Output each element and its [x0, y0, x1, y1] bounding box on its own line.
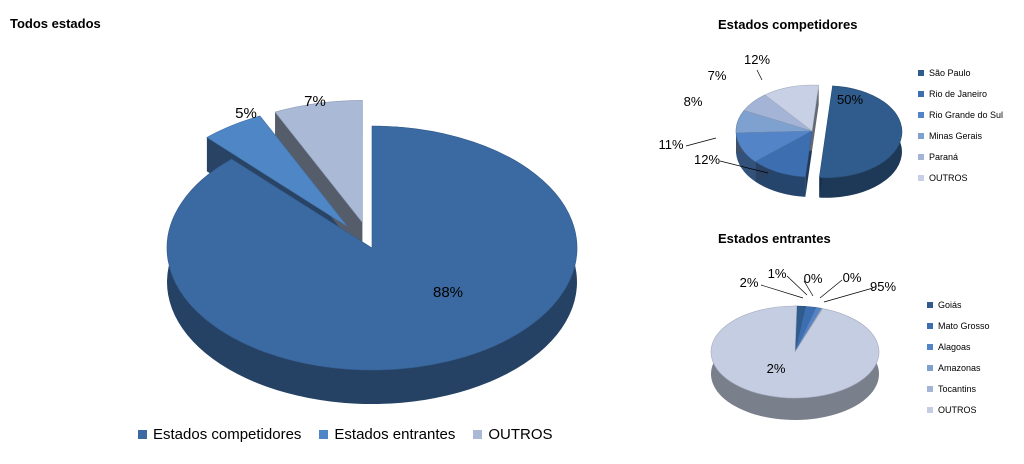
legend-item: Tocantins	[927, 378, 990, 399]
legend-item: OUTROS	[918, 167, 1003, 188]
pie-slice	[818, 85, 902, 179]
legend-swatch	[138, 430, 147, 439]
legend-label: Goiás	[938, 299, 962, 310]
legend-item: OUTROS	[927, 399, 990, 420]
leader-line	[756, 69, 763, 81]
legend-label: OUTROS	[938, 404, 977, 415]
legend-swatch	[927, 364, 933, 371]
legend-item: Estados entrantes	[319, 426, 455, 443]
data-label: 95%	[870, 279, 896, 294]
pie-slice	[710, 305, 880, 399]
legend-swatch	[473, 430, 483, 439]
chart-title-entrantes: Estados entrantes	[718, 231, 831, 246]
data-label: 0%	[843, 270, 862, 285]
chart-title-competidores: Estados competidores	[718, 17, 858, 32]
legend-swatch	[918, 132, 924, 139]
leader-line	[685, 137, 717, 147]
legend-item: Alagoas	[927, 336, 990, 357]
legend-swatch	[319, 430, 329, 439]
pie-slice	[206, 115, 348, 227]
data-label: 11%	[658, 137, 683, 152]
data-label: 7%	[304, 93, 326, 110]
pie-slice-side	[736, 132, 756, 182]
legend-entrantes: Goiás Mato Grosso Alagoas Amazonas Tocan…	[927, 294, 990, 420]
leader-line	[823, 287, 874, 303]
legend-label: Estados competidores	[153, 426, 302, 443]
data-label: 88%	[433, 284, 463, 301]
legend-label: Minas Gerais	[929, 130, 983, 141]
legend-todos: Estados competidores Estados entrantes O…	[138, 426, 553, 443]
chart-title-todos: Todos estados	[10, 16, 101, 31]
data-label: 2%	[740, 275, 759, 290]
pie-chart-0	[166, 100, 578, 404]
legend-label: OUTROS	[488, 426, 553, 443]
data-label: 0%	[804, 271, 823, 286]
pie-slice-face	[812, 85, 819, 151]
legend-swatch	[918, 90, 924, 97]
data-label: 7%	[708, 68, 727, 83]
legend-competidores: São Paulo Rio de Janeiro Rio Grande do S…	[918, 62, 1003, 188]
leader-line	[819, 279, 843, 299]
legend-swatch	[927, 343, 933, 350]
legend-item: São Paulo	[918, 62, 1003, 83]
legend-item: Rio de Janeiro	[918, 83, 1003, 104]
legend-swatch	[918, 174, 924, 181]
legend-item: Estados competidores	[138, 426, 301, 443]
legend-item: Minas Gerais	[918, 125, 1003, 146]
leader-line	[786, 275, 808, 296]
legend-swatch	[918, 69, 924, 76]
data-label: 12%	[694, 152, 720, 167]
legend-label: Estados entrantes	[334, 426, 456, 443]
legend-item: OUTROS	[473, 426, 553, 443]
data-label: 1%	[768, 266, 787, 281]
leader-line	[803, 280, 814, 297]
pie-chart-2	[710, 305, 880, 421]
legend-label: Paraná	[929, 151, 959, 162]
legend-label: OUTROS	[929, 172, 968, 183]
legend-swatch	[927, 301, 933, 308]
pie-chart-1	[735, 84, 902, 198]
legend-item: Paraná	[918, 146, 1003, 167]
legend-swatch	[927, 385, 933, 392]
pie-slice	[166, 125, 578, 371]
pie-slice	[274, 100, 363, 224]
leader-line	[719, 160, 769, 174]
data-label: 50%	[837, 92, 863, 107]
legend-item: Mato Grosso	[927, 315, 990, 336]
legend-swatch	[927, 322, 933, 329]
data-label: 2%	[767, 361, 786, 376]
legend-label: Amazonas	[938, 362, 981, 373]
legend-label: Tocantins	[938, 383, 977, 394]
legend-item: Amazonas	[927, 357, 990, 378]
leader-line	[760, 284, 804, 299]
legend-swatch	[918, 153, 924, 160]
legend-label: Rio de Janeiro	[929, 88, 988, 99]
data-label: 8%	[684, 94, 703, 109]
legend-swatch	[918, 111, 924, 118]
legend-swatch	[927, 406, 933, 413]
legend-label: São Paulo	[929, 67, 971, 78]
legend-item: Goiás	[927, 294, 990, 315]
pie-slice	[764, 84, 819, 132]
legend-item: Rio Grande do Sul	[918, 104, 1003, 125]
data-label: 12%	[744, 52, 770, 67]
data-label: 5%	[235, 105, 257, 122]
legend-label: Alagoas	[938, 341, 971, 352]
legend-label: Mato Grosso	[938, 320, 990, 331]
legend-label: Rio Grande do Sul	[929, 109, 1004, 120]
